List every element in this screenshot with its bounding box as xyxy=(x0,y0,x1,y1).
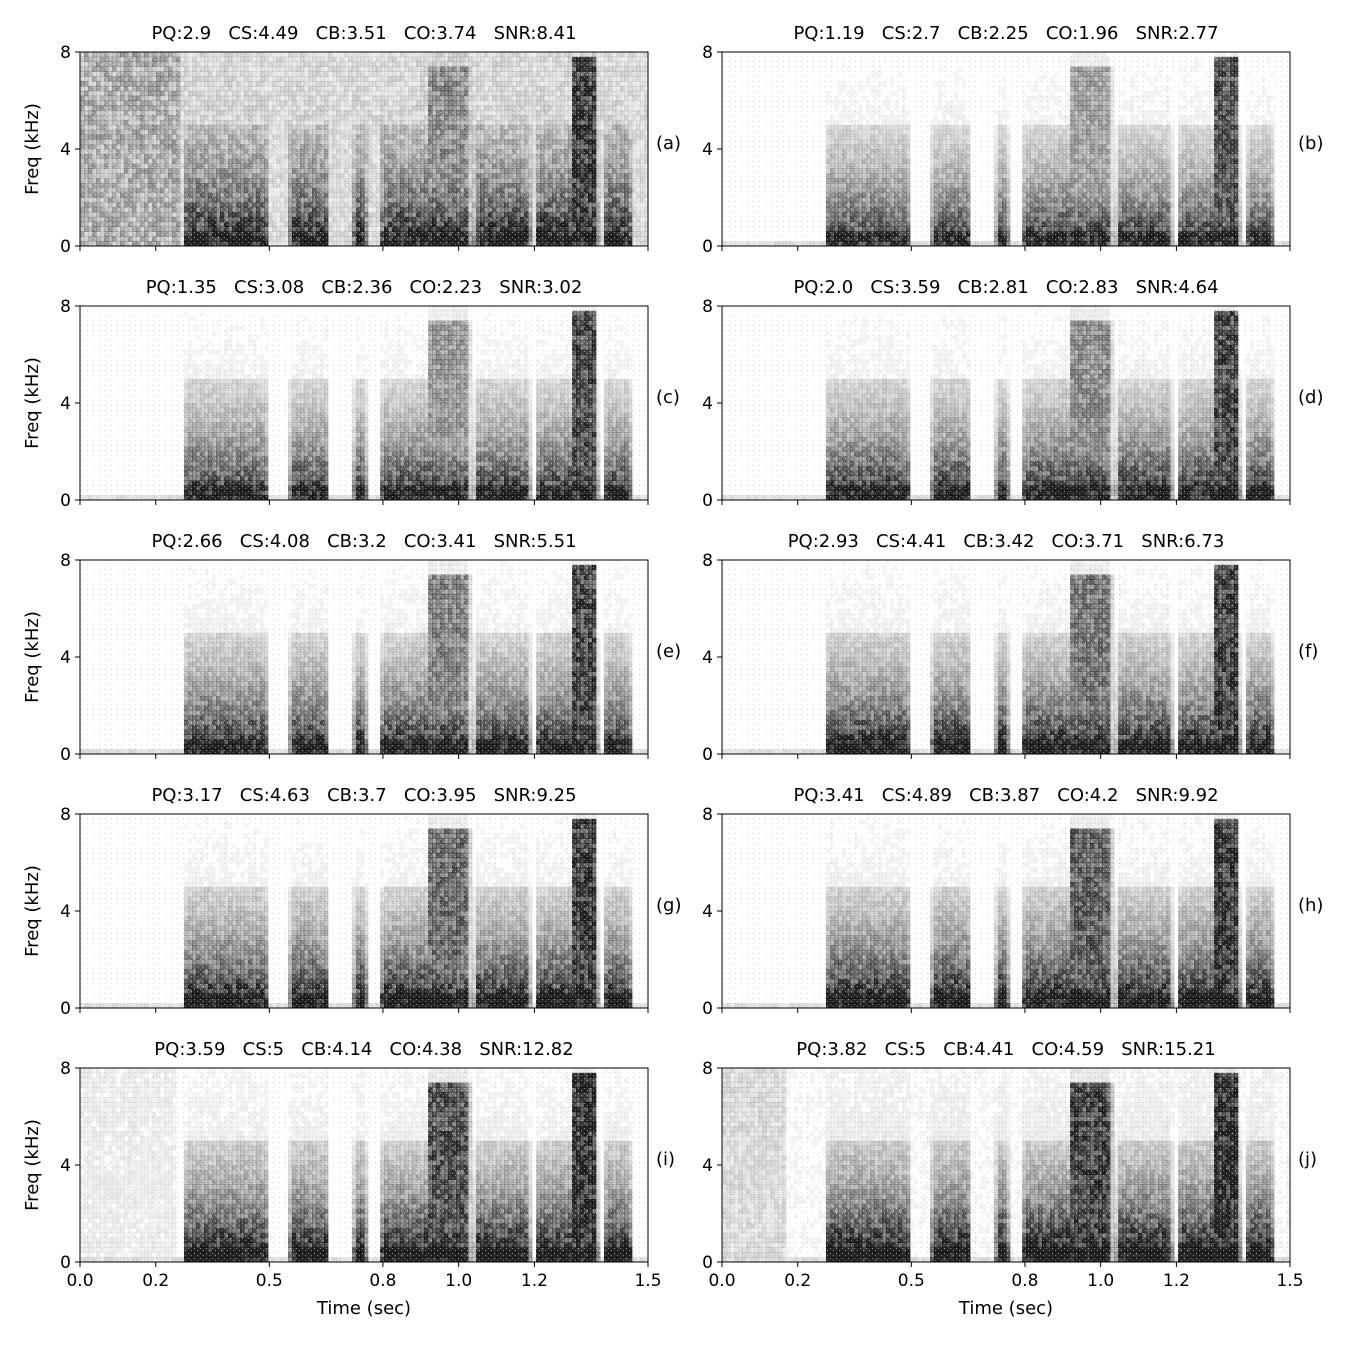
spectrogram-heatmap xyxy=(722,560,1290,754)
y-tick-label: 8 xyxy=(60,297,71,317)
y-axis-label: Freq (kHz) xyxy=(22,865,43,957)
panel-label: (j) xyxy=(1298,1149,1317,1170)
x-tick-label: 1.2 xyxy=(1163,1271,1190,1291)
y-tick-label: 0 xyxy=(702,237,713,257)
y-axis-label: Freq (kHz) xyxy=(22,357,43,449)
y-tick-label: 8 xyxy=(60,551,71,571)
spectrogram-heatmap xyxy=(722,1068,1290,1262)
x-tick-label: 0.0 xyxy=(708,1271,735,1291)
x-tick-label: 0.8 xyxy=(1011,1271,1038,1291)
x-tick-label: 1.5 xyxy=(1276,1271,1303,1291)
y-tick-label: 8 xyxy=(702,551,713,571)
spectrogram-heatmap xyxy=(80,52,648,246)
y-tick-label: 8 xyxy=(702,43,713,63)
x-tick-label: 0.0 xyxy=(66,1271,93,1291)
spectrogram-heatmap xyxy=(80,814,648,1008)
spectrogram-panel: 0 4 8 PQ:3.17 CS:4.63 CB:3.7 CO:3.95 SNR:9.… xyxy=(22,785,681,1019)
panel-label: (e) xyxy=(656,641,681,662)
panel-title: PQ:3.82 CS:5 CB:4.41 CO:4.59 SNR:15.21 xyxy=(796,1039,1215,1060)
panel-label: (a) xyxy=(656,133,681,154)
y-tick-label: 4 xyxy=(60,394,71,414)
x-tick-label: 1.2 xyxy=(521,1271,548,1291)
panel-title: PQ:2.66 CS:4.08 CB:3.2 CO:3.41 SNR:5.51 xyxy=(151,531,576,552)
y-tick-label: 0 xyxy=(702,745,713,765)
y-axis-label: Freq (kHz) xyxy=(22,103,43,195)
y-tick-label: 0 xyxy=(60,745,71,765)
y-tick-label: 0 xyxy=(60,999,71,1019)
x-axis-label: Time (sec) xyxy=(316,1298,411,1319)
panel-title: PQ:2.9 CS:4.49 CB:3.51 CO:3.74 SNR:8.41 xyxy=(151,23,576,44)
y-tick-label: 8 xyxy=(60,805,71,825)
spectrogram-panel: 0 4 8 PQ:3.41 CS:4.89 CB:3.87 CO:4.2 SNR:9.… xyxy=(702,785,1323,1019)
panel-title: PQ:2.0 CS:3.59 CB:2.81 CO:2.83 SNR:4.64 xyxy=(793,277,1218,298)
y-tick-label: 4 xyxy=(60,902,71,922)
spectrogram-heatmap xyxy=(80,1068,648,1262)
panel-label: (f) xyxy=(1298,641,1318,662)
panel-label: (c) xyxy=(656,387,680,408)
panel-label: (i) xyxy=(656,1149,675,1170)
spectrogram-panel: 0 4 8 PQ:2.66 CS:4.08 CB:3.2 CO:3.41 SNR:5.… xyxy=(22,531,681,765)
x-tick-label: 0.5 xyxy=(898,1271,925,1291)
y-tick-label: 4 xyxy=(60,648,71,668)
spectrogram-heatmap xyxy=(722,306,1290,500)
x-tick-label: 1.5 xyxy=(634,1271,661,1291)
x-tick-label: 0.8 xyxy=(369,1271,396,1291)
spectrogram-panel: 0 4 8 PQ:2.93 CS:4.41 CB:3.42 CO:3.71 SNR:6… xyxy=(702,531,1318,765)
spectrogram-heatmap xyxy=(80,560,648,754)
panel-title: PQ:1.19 CS:2.7 CB:2.25 CO:1.96 SNR:2.77 xyxy=(793,23,1218,44)
y-tick-label: 0 xyxy=(60,491,71,511)
panel-label: (g) xyxy=(656,895,681,916)
y-axis-label: Freq (kHz) xyxy=(22,611,43,703)
panel-title: PQ:3.41 CS:4.89 CB:3.87 CO:4.2 SNR:9.92 xyxy=(793,785,1218,806)
panel-title: PQ:2.93 CS:4.41 CB:3.42 CO:3.71 SNR:6.73 xyxy=(788,531,1225,552)
x-tick-label: 0.2 xyxy=(784,1271,811,1291)
panel-label: (d) xyxy=(1298,387,1323,408)
spectrogram-heatmap xyxy=(80,306,648,500)
spectrogram-panel: 0 4 8 0.0 0.2 0.5 0.8 1.0 1.2 1.5 PQ:3.82 CS:5 CB:… xyxy=(702,1039,1317,1319)
x-tick-label: 0.2 xyxy=(142,1271,169,1291)
spectrogram-heatmap xyxy=(722,52,1290,246)
y-tick-label: 4 xyxy=(702,902,713,922)
spectrogram-panel: 0 4 8 PQ:1.35 CS:3.08 CB:2.36 CO:2.23 SNR:3… xyxy=(22,277,680,511)
panel-label: (h) xyxy=(1298,895,1323,916)
panel-title: PQ:3.17 CS:4.63 CB:3.7 CO:3.95 SNR:9.25 xyxy=(151,785,576,806)
spectrogram-panel: 0 4 8 0.0 0.2 0.5 0.8 1.0 1.2 1.5 PQ:3.59 CS:5 CB:… xyxy=(22,1039,675,1319)
y-tick-label: 8 xyxy=(60,1059,71,1079)
y-tick-label: 0 xyxy=(702,999,713,1019)
panel-title: PQ:1.35 CS:3.08 CB:2.36 CO:2.23 SNR:3.02 xyxy=(146,277,583,298)
y-tick-label: 8 xyxy=(702,805,713,825)
x-tick-label: 0.5 xyxy=(256,1271,283,1291)
y-tick-label: 0 xyxy=(60,1253,71,1273)
spectrogram-panel: 0 4 8 PQ:2.0 CS:3.59 CB:2.81 CO:2.83 SNR:4.… xyxy=(702,277,1323,511)
panel-label: (b) xyxy=(1298,133,1323,154)
y-tick-label: 4 xyxy=(702,1156,713,1176)
x-axis-label: Time (sec) xyxy=(958,1298,1053,1319)
y-tick-label: 4 xyxy=(702,648,713,668)
y-tick-label: 0 xyxy=(702,1253,713,1273)
y-tick-label: 4 xyxy=(60,140,71,160)
y-tick-label: 4 xyxy=(702,394,713,414)
x-tick-label: 1.0 xyxy=(1087,1271,1114,1291)
y-tick-label: 4 xyxy=(702,140,713,160)
spectrogram-panel: 0 4 8 PQ:2.9 CS:4.49 CB:3.51 CO:3.74 SNR:8.… xyxy=(22,23,681,257)
y-tick-label: 4 xyxy=(60,1156,71,1176)
y-tick-label: 8 xyxy=(702,1059,713,1079)
y-tick-label: 0 xyxy=(60,237,71,257)
y-axis-label: Freq (kHz) xyxy=(22,1119,43,1211)
y-tick-label: 8 xyxy=(60,43,71,63)
panel-title: PQ:3.59 CS:5 CB:4.14 CO:4.38 SNR:12.82 xyxy=(154,1039,573,1060)
y-tick-label: 8 xyxy=(702,297,713,317)
y-tick-label: 0 xyxy=(702,491,713,511)
spectrogram-heatmap xyxy=(722,814,1290,1008)
spectrogram-panel: 0 4 8 PQ:1.19 CS:2.7 CB:2.25 CO:1.96 SNR:2.… xyxy=(702,23,1323,257)
x-tick-label: 1.0 xyxy=(445,1271,472,1291)
